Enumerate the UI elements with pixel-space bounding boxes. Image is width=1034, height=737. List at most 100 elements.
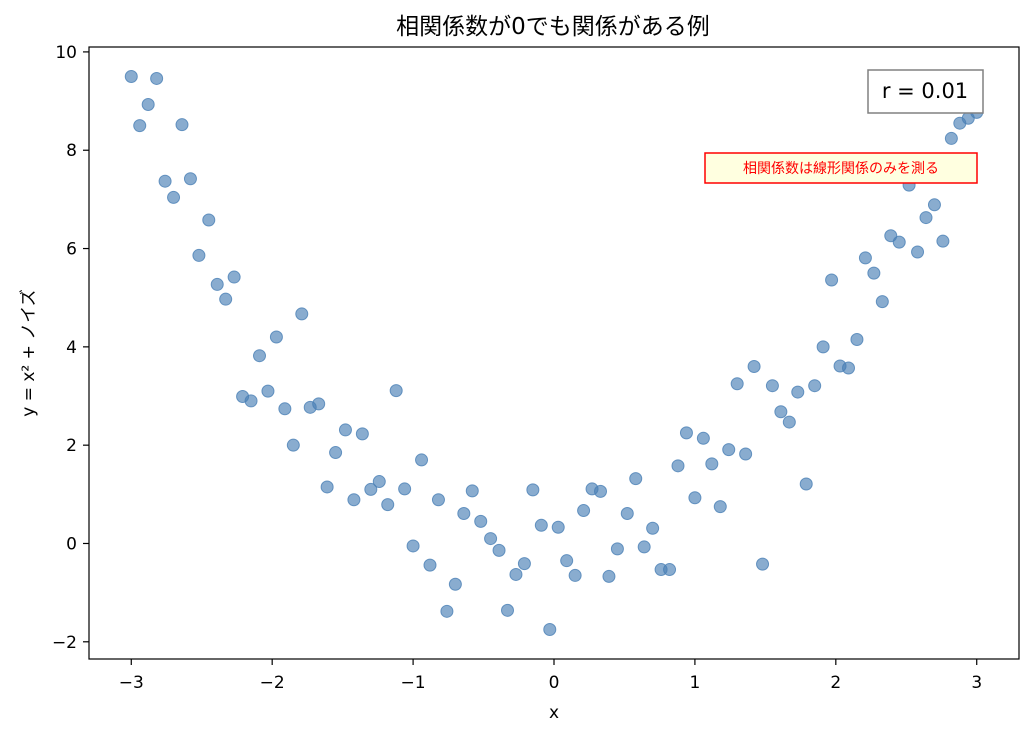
- data-point: [713, 500, 727, 514]
- chart-title: 相関係数が0でも関係がある例: [396, 14, 710, 40]
- data-point: [448, 577, 462, 591]
- data-point: [858, 251, 872, 265]
- data-point: [312, 397, 326, 411]
- data-point: [705, 457, 719, 471]
- data-point: [474, 514, 488, 528]
- data-point: [509, 567, 523, 581]
- data-point: [295, 307, 309, 321]
- data-point: [465, 484, 479, 498]
- plot-area: [89, 47, 1019, 659]
- data-point: [629, 472, 643, 486]
- data-point: [406, 539, 420, 553]
- plot-frame: [88, 46, 1020, 660]
- data-point: [244, 394, 258, 408]
- x-tick-label: 2: [830, 673, 841, 693]
- data-point: [415, 453, 429, 467]
- y-tick-label: 10: [55, 43, 77, 63]
- data-point: [492, 543, 506, 557]
- data-point: [202, 213, 216, 227]
- data-point: [620, 506, 634, 520]
- data-point: [782, 415, 796, 429]
- data-point: [372, 475, 386, 489]
- data-point: [944, 131, 958, 145]
- data-point: [381, 498, 395, 512]
- data-point: [722, 443, 736, 457]
- data-point: [688, 491, 702, 505]
- data-point: [663, 563, 677, 577]
- data-point: [364, 482, 378, 496]
- data-point: [219, 292, 233, 306]
- data-point: [269, 330, 283, 344]
- axis-ticks: −3 −2 −1 0 1 2 3 −2 0 2 4 6 8 10: [52, 43, 982, 693]
- data-point: [730, 377, 744, 391]
- data-point: [423, 558, 437, 572]
- data-point: [338, 423, 352, 437]
- data-point: [158, 174, 172, 188]
- data-point: [141, 98, 155, 112]
- data-point: [150, 71, 164, 85]
- data-point: [756, 557, 770, 571]
- data-point: [227, 270, 241, 284]
- data-point: [526, 483, 540, 497]
- data-point: [850, 332, 864, 346]
- data-point: [320, 480, 334, 494]
- y-tick-label: 2: [66, 436, 77, 456]
- data-point: [774, 405, 788, 419]
- data-point: [167, 190, 181, 204]
- data-point: [133, 119, 147, 133]
- data-point: [329, 446, 343, 460]
- data-point: [602, 569, 616, 583]
- data-point: [286, 438, 300, 452]
- data-point: [192, 248, 206, 262]
- data-point: [825, 273, 839, 287]
- data-point: [253, 349, 266, 363]
- y-tick-label: 0: [66, 534, 77, 554]
- data-point: [517, 557, 531, 571]
- data-point: [261, 384, 275, 398]
- data-point: [431, 493, 445, 507]
- data-point: [637, 540, 651, 554]
- data-point: [551, 520, 565, 534]
- data-point: [560, 554, 574, 568]
- data-points: [124, 69, 984, 637]
- data-point: [577, 504, 591, 518]
- data-point: [875, 295, 889, 309]
- data-point: [398, 482, 412, 496]
- data-point: [484, 532, 498, 546]
- y-tick-label: 4: [66, 338, 77, 358]
- data-point: [183, 172, 197, 186]
- y-tick-label: 8: [66, 141, 77, 161]
- data-point: [808, 379, 822, 393]
- y-tick-label: 6: [66, 240, 77, 260]
- data-point: [278, 402, 292, 416]
- data-point: [543, 623, 557, 637]
- data-point: [919, 211, 933, 225]
- x-tick-label: −1: [401, 673, 426, 693]
- data-point: [936, 234, 950, 248]
- data-point: [534, 518, 548, 532]
- data-point: [842, 361, 855, 375]
- x-tick-label: −3: [119, 673, 144, 693]
- data-point: [501, 603, 514, 617]
- data-point: [210, 277, 224, 291]
- note-box: 相関係数は線形関係のみを測る: [704, 152, 978, 184]
- data-point: [816, 340, 830, 354]
- data-point: [594, 484, 607, 498]
- data-point: [696, 431, 710, 445]
- data-point: [679, 426, 693, 440]
- data-point: [927, 198, 941, 212]
- data-point: [389, 384, 403, 398]
- data-point: [671, 459, 685, 473]
- data-point: [610, 542, 624, 556]
- note-label: 相関係数は線形関係のみを測る: [743, 161, 939, 177]
- data-point: [457, 506, 471, 520]
- data-point: [867, 266, 881, 280]
- data-point: [765, 379, 779, 393]
- correlation-label: r = 0.01: [882, 79, 968, 103]
- correlation-box: r = 0.01: [867, 69, 984, 114]
- y-axis-label: y = x² + ノイズ: [19, 289, 39, 417]
- x-tick-label: 3: [971, 673, 982, 693]
- data-point: [747, 360, 761, 374]
- data-point: [739, 447, 753, 461]
